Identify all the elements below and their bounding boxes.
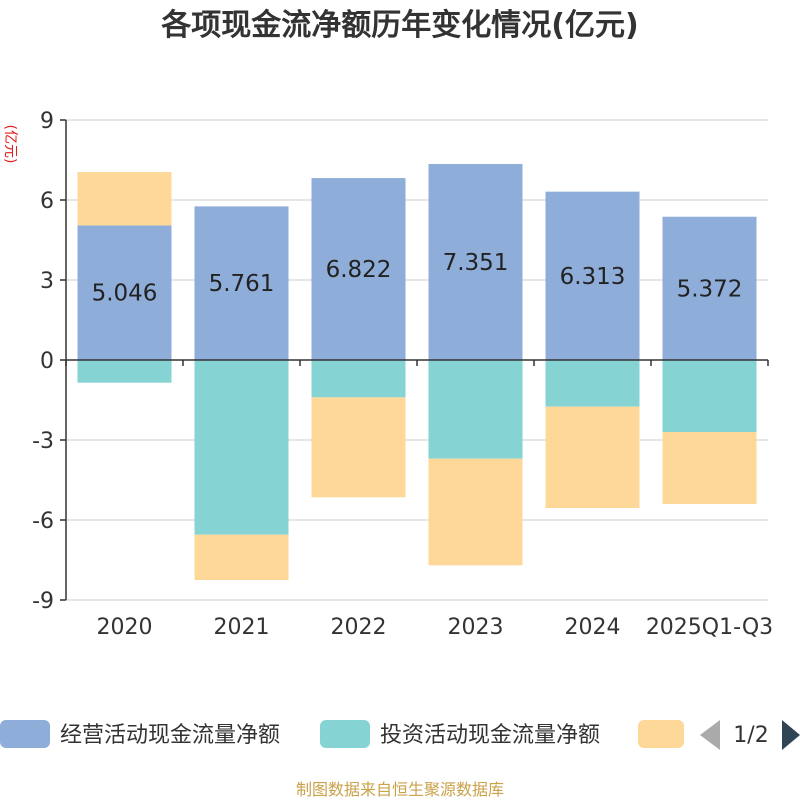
bar-series-1-2022[interactable] (311, 360, 406, 398)
bar-series-1-2021[interactable] (194, 360, 289, 535)
legend: 经营活动现金流量净额 投资活动现金流量净额 1/2 (0, 720, 800, 750)
bars (77, 163, 757, 580)
x-tick-label: 2025Q1-Q3 (646, 615, 773, 640)
bar-series-2-2025Q1-Q3[interactable] (662, 432, 757, 504)
data-label: 6.313 (560, 264, 626, 290)
data-label: 5.372 (677, 276, 743, 302)
y-tick-label: 9 (40, 109, 54, 134)
bar-series-2-2021[interactable] (194, 534, 289, 580)
bar-series-1-2025Q1-Q3[interactable] (662, 360, 757, 432)
y-tick-label: 0 (40, 349, 54, 374)
y-tick-label: 6 (40, 189, 54, 214)
data-label: 5.046 (92, 281, 158, 307)
value-labels: 5.046 5.761 6.822 7.351 6.313 5.372 (92, 250, 743, 307)
bar-series-0-2021[interactable] (194, 206, 289, 360)
tick-labels: 9 6 3 0 -3 -6 -9 2020 2021 2022 2023 2024 2025Q1-Q3 (32, 109, 773, 640)
y-tick-label: 3 (40, 269, 54, 294)
bar-series-1-2023[interactable] (428, 360, 523, 459)
bar-series-1-2024[interactable] (545, 360, 640, 407)
legend-swatch-operating[interactable] (0, 720, 50, 748)
y-tick-label: -9 (32, 589, 54, 614)
bar-series-2-2023[interactable] (428, 458, 523, 566)
bar-series-0-2024[interactable] (545, 191, 640, 360)
chart-title: 各项现金流净额历年变化情况(亿元) (160, 8, 638, 43)
bar-series-2-2022[interactable] (311, 397, 406, 498)
bar-series-1-2020[interactable] (77, 360, 172, 383)
grid (66, 119, 768, 601)
bar-series-0-2020[interactable] (77, 225, 172, 360)
legend-label-operating[interactable]: 经营活动现金流量净额 (60, 723, 280, 748)
x-tick-label: 2021 (214, 615, 270, 640)
x-tick-label: 2022 (331, 615, 387, 640)
bar-series-0-2025Q1-Q3[interactable] (662, 216, 757, 360)
source-note: 制图数据来自恒生聚源数据库 (296, 780, 504, 799)
x-tick-label: 2024 (565, 615, 621, 640)
legend-label-investing[interactable]: 投资活动现金流量净额 (380, 723, 600, 748)
bar-series-2-2020[interactable] (77, 172, 172, 226)
y-tick-label: -3 (32, 429, 54, 454)
data-label: 5.761 (209, 271, 275, 297)
bar-series-2-2024[interactable] (545, 406, 640, 508)
axes (60, 119, 769, 601)
bar-series-0-2023[interactable] (428, 163, 523, 360)
y-axis-label: (亿元) (2, 125, 18, 164)
legend-swatch-financing[interactable] (638, 720, 684, 748)
legend-page-indicator: 1/2 (733, 723, 768, 748)
legend-prev-page-icon[interactable] (700, 720, 720, 750)
y-tick-label: -6 (32, 509, 54, 534)
data-label: 6.822 (326, 257, 392, 283)
legend-swatch-investing[interactable] (320, 720, 370, 748)
bar-series-0-2022[interactable] (311, 178, 406, 360)
x-tick-label: 2020 (97, 615, 153, 640)
legend-next-page-icon[interactable] (782, 720, 800, 750)
x-tick-label: 2023 (448, 615, 504, 640)
data-label: 7.351 (443, 250, 509, 276)
